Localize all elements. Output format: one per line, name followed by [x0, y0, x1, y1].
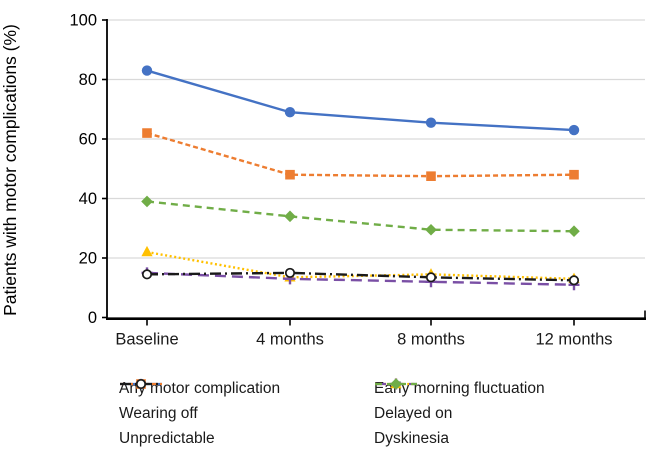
- svg-text:0: 0: [88, 309, 97, 327]
- legend-item-dyskinesia: Dyskinesia: [374, 378, 545, 451]
- series-early-morning-fluctuation: [141, 245, 580, 284]
- legend-label: Unpredictable: [119, 429, 215, 447]
- legend-label: Dyskinesia: [374, 429, 449, 447]
- legend-label: Wearing off: [119, 404, 198, 422]
- series-unpredictable: [141, 267, 580, 286]
- legend-column-right: Early morning fluctuation Delayed on Dys…: [374, 376, 545, 451]
- svg-text:60: 60: [79, 131, 97, 149]
- legend-label: Delayed on: [374, 404, 453, 422]
- svg-text:12 months: 12 months: [535, 331, 612, 349]
- svg-text:Baseline: Baseline: [115, 331, 178, 349]
- legend-item-delayed-on: Delayed on: [374, 378, 545, 426]
- svg-text:100: 100: [69, 12, 97, 30]
- svg-text:20: 20: [79, 250, 97, 268]
- series-wearing-off: [142, 128, 579, 181]
- legend-column-left: Any motor complication Wearing off Unpre…: [119, 376, 280, 451]
- svg-text:40: 40: [79, 190, 97, 208]
- legend-item-wearing-off: Wearing off: [119, 379, 280, 426]
- legend-swatch-diamond-icon: [375, 378, 417, 390]
- series-dyskinesia: [141, 195, 580, 238]
- line-chart: Patients with motor complications (%) 0 2…: [0, 12, 646, 349]
- svg-text:4 months: 4 months: [256, 331, 324, 349]
- series-any-motor-complication: [141, 65, 580, 136]
- plot-area: 0 20 40 60 80 100 Baseline 4 months 8 months 12 m…: [69, 12, 646, 349]
- svg-text:8 months: 8 months: [397, 331, 465, 349]
- svg-text:80: 80: [79, 71, 97, 89]
- legend-swatch-open-circle-icon: [120, 378, 162, 390]
- y-axis-title: Patients with motor complications (%): [0, 24, 20, 316]
- legend-item-unpredictable: Unpredictable: [119, 378, 280, 451]
